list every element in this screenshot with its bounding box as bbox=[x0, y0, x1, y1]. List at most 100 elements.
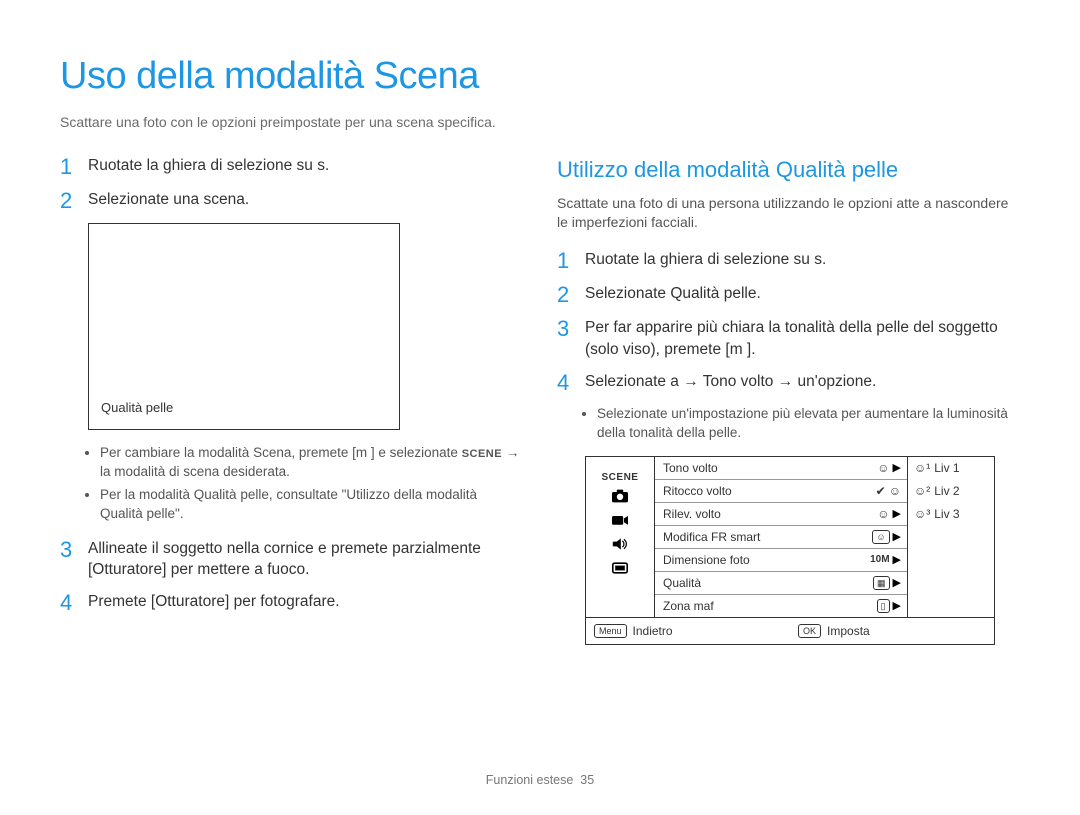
right-step-4: 4 Selezionate a → Tono volto → un'opzion… bbox=[557, 371, 1020, 395]
step-text: Selezionate Qualità pelle. bbox=[585, 283, 1020, 307]
mode-dial-symbol: s bbox=[814, 251, 822, 268]
page-subtitle: Scattare una foto con le opzioni preimpo… bbox=[60, 113, 1020, 133]
right-step-3: 3 Per far apparire più chiara la tonalit… bbox=[557, 317, 1020, 360]
step-text: Selezionate a → Tono volto → un'opzione. bbox=[585, 371, 1020, 395]
sound-icon bbox=[610, 536, 630, 552]
chevron-right-icon: ▶ bbox=[893, 526, 901, 548]
chevron-right-icon: ▶ bbox=[893, 457, 901, 479]
r-step4a: Selezionate a → bbox=[585, 373, 703, 390]
menu-row-label: Ritocco volto bbox=[663, 480, 732, 502]
menu-row-label: Rilev. volto bbox=[663, 503, 721, 525]
face-icon: ☺ bbox=[889, 485, 901, 497]
footer-ok: OK Imposta bbox=[790, 618, 994, 644]
step-number: 1 bbox=[557, 249, 585, 273]
step1-suffix: . bbox=[325, 157, 329, 174]
ok-button-label: OK bbox=[798, 624, 821, 638]
menu-row-label: Zona maf bbox=[663, 595, 714, 617]
footer-ok-text: Imposta bbox=[827, 618, 870, 644]
r-step4c: → un'opzione. bbox=[773, 373, 876, 390]
step-text: Premete [Otturatore] per fotografare. bbox=[88, 591, 523, 615]
menu-option-liv2: ☺² Liv 2 bbox=[908, 480, 994, 503]
menu-right-options: ☺¹ Liv 1 ☺² Liv 2 ☺³ Liv 3 bbox=[907, 457, 994, 617]
footer-page-number: 35 bbox=[580, 773, 594, 787]
camera-menu-diagram: SCENE bbox=[585, 456, 995, 645]
menu-row-value-icon: ☺▶ bbox=[861, 457, 901, 479]
page-footer: Funzioni estese 35 bbox=[0, 772, 1080, 790]
boxed-icon: ☺ bbox=[872, 530, 889, 544]
r-step2c: . bbox=[756, 285, 760, 302]
step-text: Ruotate la ghiera di selezione su s. bbox=[585, 249, 1020, 273]
menu-row-value-icon: ☺▶ bbox=[861, 503, 901, 525]
menu-row-value-icon: ✔ ☺ bbox=[861, 480, 901, 502]
bullet1a: Per cambiare la modalità Scena, premete … bbox=[100, 445, 462, 460]
r-step4b: Tono volto bbox=[703, 373, 774, 390]
step-number: 3 bbox=[557, 317, 585, 360]
r-step2b: Qualità pelle bbox=[670, 285, 756, 302]
menu-button-label: Menu bbox=[594, 624, 627, 638]
r-step2a: Selezionate bbox=[585, 285, 670, 302]
left-step-4: 4 Premete [Otturatore] per fotografare. bbox=[60, 591, 523, 615]
left-step-3: 3 Allineate il soggetto nella cornice e … bbox=[60, 538, 523, 581]
r-step1-suffix: . bbox=[822, 251, 826, 268]
menu-row-value-icon: 10M ▶ bbox=[861, 549, 901, 571]
menu-row-fr-smart: Modifica FR smart ☺ ▶ bbox=[655, 526, 907, 549]
face-icon: ☺ bbox=[877, 508, 889, 520]
menu-row-label: Tono volto bbox=[663, 457, 718, 479]
menu-row-dimensione-foto: Dimensione foto 10M ▶ bbox=[655, 549, 907, 572]
step-number: 2 bbox=[557, 283, 585, 307]
menu-left-tabs: SCENE bbox=[586, 457, 655, 617]
step-number: 4 bbox=[60, 591, 88, 615]
left-step-1: 1 Ruotate la ghiera di selezione su s. bbox=[60, 155, 523, 179]
step-number: 3 bbox=[60, 538, 88, 581]
manual-page: Uso della modalità Scena Scattare una fo… bbox=[0, 0, 1080, 815]
face-icon: ☺ bbox=[877, 462, 889, 474]
menu-row-label: Modifica FR smart bbox=[663, 526, 760, 548]
lcd-label: Qualità pelle bbox=[101, 399, 173, 417]
step-text: Allineate il soggetto nella cornice e pr… bbox=[88, 538, 523, 581]
menu-option-liv3: ☺³ Liv 3 bbox=[908, 503, 994, 526]
chevron-right-icon: ▶ bbox=[893, 503, 901, 525]
step-number: 2 bbox=[60, 189, 88, 213]
two-column-layout: 1 Ruotate la ghiera di selezione su s. 2… bbox=[60, 155, 1020, 646]
bullet-item: Per cambiare la modalità Scena, premete … bbox=[100, 444, 523, 482]
bullet-item: Selezionate un'impostazione più elevata … bbox=[597, 405, 1020, 443]
menu-row-value-icon: ▯ ▶ bbox=[861, 595, 901, 617]
chevron-right-icon: ▶ bbox=[893, 595, 901, 617]
video-tab-icon bbox=[586, 511, 654, 535]
menu-body: SCENE bbox=[586, 457, 994, 618]
chevron-right-icon: ▶ bbox=[893, 572, 901, 594]
menu-footer: Menu Indietro OK Imposta bbox=[586, 618, 994, 644]
bullet-item: Per la modalità Qualità pelle, consultat… bbox=[100, 486, 523, 524]
menu-middle-list: Tono volto ☺▶ Ritocco volto ✔ ☺ Rilev. v… bbox=[655, 457, 907, 617]
mode-dial-symbol: s bbox=[317, 157, 325, 174]
step1-prefix: Ruotate la ghiera di selezione su bbox=[88, 157, 317, 174]
right-step-2: 2 Selezionate Qualità pelle. bbox=[557, 283, 1020, 307]
face-level-icon: ☺³ bbox=[914, 508, 930, 520]
step-number: 1 bbox=[60, 155, 88, 179]
right-bullets: Selezionate un'impostazione più elevata … bbox=[557, 405, 1020, 443]
menu-row-ritocco-volto: Ritocco volto ✔ ☺ bbox=[655, 480, 907, 503]
option-label: Liv 3 bbox=[934, 503, 959, 525]
scene-label-inline: SCENE bbox=[462, 448, 502, 460]
r-step1-prefix: Ruotate la ghiera di selezione su bbox=[585, 251, 814, 268]
menu-row-label: Dimensione foto bbox=[663, 549, 750, 571]
option-label: Liv 1 bbox=[934, 457, 959, 479]
step-text: Ruotate la ghiera di selezione su s. bbox=[88, 155, 523, 179]
menu-row-rilev-volto: Rilev. volto ☺▶ bbox=[655, 503, 907, 526]
size-label: 10M bbox=[870, 549, 889, 571]
video-icon bbox=[610, 512, 630, 528]
step-text: Selezionate una scena. bbox=[88, 189, 523, 213]
step-number: 4 bbox=[557, 371, 585, 395]
quality-icon: ▦ bbox=[873, 576, 890, 590]
face-level-icon: ☺² bbox=[914, 485, 930, 497]
right-step-1: 1 Ruotate la ghiera di selezione su s. bbox=[557, 249, 1020, 273]
section-description: Scattate una foto di una persona utilizz… bbox=[557, 194, 1020, 233]
menu-row-qualita: Qualità ▦▶ bbox=[655, 572, 907, 595]
scene-tab-icon: SCENE bbox=[586, 463, 654, 487]
camera-tab-icon bbox=[586, 487, 654, 511]
left-bullets: Per cambiare la modalità Scena, premete … bbox=[60, 444, 523, 524]
camera-icon bbox=[610, 488, 630, 504]
menu-row-label: Qualità bbox=[663, 572, 701, 594]
chevron-right-icon: ▶ bbox=[893, 549, 901, 571]
face-level-icon: ☺¹ bbox=[914, 462, 930, 474]
